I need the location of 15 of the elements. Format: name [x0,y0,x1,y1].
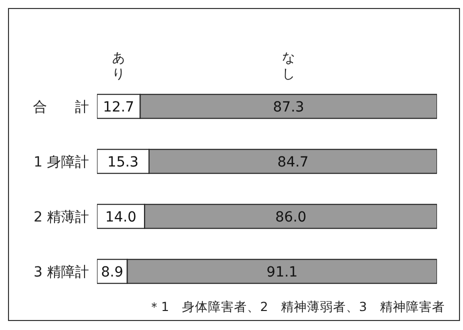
data-label: 84.7 [277,154,309,170]
data-label: 87.3 [273,99,304,116]
series-label: なし [281,51,296,83]
data-label: 91.1 [266,264,298,280]
data-label: 14.0 [105,209,136,226]
y-tick-label: 合 計 [33,99,89,116]
data-label: 8.9 [100,264,124,280]
y-tick-label: 3 精障計 [34,264,89,280]
series-label: あり [111,51,126,83]
y-tick-label: 1 身障計 [34,154,89,170]
data-label: 15.3 [107,154,139,170]
data-label: 86.0 [275,209,306,226]
annotation: ＊1 身体障害者、2 精神薄弱者、3 精神障害者 [147,299,446,316]
data-label: 12.7 [103,99,134,116]
y-tick-label: 2 精薄計 [34,209,89,226]
